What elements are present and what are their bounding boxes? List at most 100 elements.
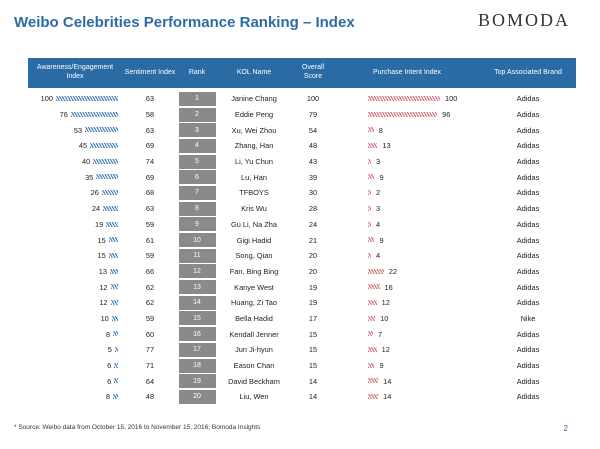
header-brand: Top Associated Brand — [494, 68, 562, 76]
purchase-intent-bar — [368, 252, 371, 258]
awareness-bar — [114, 362, 118, 368]
purchase-intent-bar — [368, 347, 377, 352]
purchase-intent-cell: 2 — [334, 185, 480, 201]
kol-name-cell: David Beckham — [216, 373, 292, 389]
sentiment-cell-text: 63 — [145, 94, 155, 104]
sentiment-cell-text: 59 — [145, 219, 155, 229]
purchase-intent-cell: 10 — [334, 311, 480, 327]
rank-cell-text: 5 — [178, 154, 216, 169]
awareness-cell: 15 — [28, 248, 122, 264]
awareness-value: 8 — [105, 329, 111, 339]
awareness-value: 6 — [107, 361, 112, 371]
awareness-value: 26 — [90, 188, 99, 198]
top-brand-cell: Adidas — [480, 342, 576, 358]
overall-score-cell-text: 24 — [308, 219, 318, 229]
top-brand-cell-text: Adidas — [516, 329, 540, 339]
purchase-intent-value: 3 — [376, 157, 381, 167]
awareness-value: 12 — [99, 282, 108, 292]
sentiment-cell: 59 — [122, 248, 178, 264]
sentiment-cell: 61 — [122, 232, 178, 248]
rank-cell: 1 — [178, 91, 216, 107]
purchase-intent-cell: 9 — [334, 232, 480, 248]
purchase-intent-value: 4 — [376, 251, 381, 261]
kol-name-cell-text: Bella Hadid — [235, 313, 273, 323]
kol-name-cell: Li, Yu Chun — [216, 154, 292, 170]
overall-score-cell: 17 — [292, 311, 334, 327]
table-row: 6 71 18 Eason Chan 15 9 Adidas — [28, 358, 576, 374]
awareness-bar — [109, 268, 118, 274]
kol-name-cell-text: Gu Li, Na Zha — [230, 219, 277, 229]
awareness-value: 100 — [40, 94, 53, 104]
table-row: 8 60 16 Kendall Jenner 15 7 Adidas — [28, 326, 576, 342]
awareness-bar — [101, 190, 118, 196]
purchase-intent-bar — [368, 96, 440, 101]
kol-name-cell-text: Zhang, Han — [234, 141, 274, 151]
overall-score-cell-text: 14 — [308, 392, 318, 402]
kol-name-cell: Gigi Hadid — [216, 232, 292, 248]
rank-cell-text: 10 — [178, 233, 216, 248]
awareness-bar — [96, 174, 118, 180]
kol-name-cell-text: TFBOYS — [239, 188, 269, 198]
awareness-cell: 40 — [28, 154, 122, 170]
awareness-value: 35 — [85, 172, 94, 182]
sentiment-cell: 59 — [122, 217, 178, 233]
kol-name-cell-text: Liu, Wen — [239, 392, 269, 402]
kol-name-cell: Bella Hadid — [216, 311, 292, 327]
overall-score-cell-text: 20 — [308, 266, 318, 276]
rank-cell-text: 17 — [178, 342, 216, 357]
sentiment-cell-text: 69 — [145, 141, 155, 151]
kol-name-cell-text: Fan, Bing Bing — [229, 266, 279, 276]
purchase-intent-cell: 7 — [334, 326, 480, 342]
rank-cell: 7 — [178, 185, 216, 201]
sentiment-cell-text: 60 — [145, 329, 155, 339]
awareness-cell: 19 — [28, 217, 122, 233]
purchase-intent-value: 7 — [378, 329, 383, 339]
purchase-intent-bar — [368, 378, 379, 384]
awareness-bar — [111, 315, 118, 321]
top-brand-cell-text: Adidas — [516, 219, 540, 229]
kol-name-cell: Huang, Zi Tao — [216, 295, 292, 311]
top-brand-cell: Adidas — [480, 185, 576, 201]
awareness-cell: 12 — [28, 279, 122, 295]
kol-name-cell-text: David Beckham — [228, 376, 280, 386]
awareness-cell: 6 — [28, 373, 122, 389]
rank-cell-text: 8 — [178, 201, 216, 216]
purchase-intent-bar — [368, 315, 376, 321]
table-row: 8 48 20 Liu, Wen 14 14 Adidas — [28, 389, 576, 405]
kol-name-cell: Fan, Bing Bing — [216, 264, 292, 280]
top-brand-cell-text: Adidas — [516, 204, 540, 214]
header-sentiment: Sentiment Index — [124, 68, 176, 76]
sentiment-cell: 64 — [122, 373, 178, 389]
awareness-bar — [90, 143, 118, 149]
table-row: 45 69 4 Zhang, Han 48 13 Adidas — [28, 138, 576, 154]
purchase-intent-cell: 12 — [334, 295, 480, 311]
rank-cell-text: 6 — [178, 170, 216, 185]
top-brand-cell-text: Adidas — [516, 266, 540, 276]
kol-name-cell: Kendall Jenner — [216, 326, 292, 342]
rank-cell-text: 9 — [178, 217, 216, 232]
header-rank: Rank — [188, 68, 206, 76]
awareness-cell: 15 — [28, 232, 122, 248]
purchase-intent-bar — [368, 284, 380, 290]
overall-score-cell-text: 14 — [308, 376, 318, 386]
purchase-intent-value: 12 — [381, 345, 390, 355]
rank-cell-text: 15 — [178, 311, 216, 326]
sentiment-cell-text: 74 — [145, 157, 155, 167]
table-row: 12 62 14 Huang, Zi Tao 19 12 Adidas — [28, 295, 576, 311]
sentiment-cell-text: 62 — [145, 298, 155, 308]
top-brand-cell-text: Adidas — [516, 361, 540, 371]
rank-cell: 9 — [178, 217, 216, 233]
top-brand-cell: Adidas — [480, 154, 576, 170]
kol-name-cell-text: Xu, Wei Zhou — [231, 125, 277, 135]
top-brand-cell-text: Adidas — [516, 298, 540, 308]
table-row: 15 59 11 Song, Qian 20 4 Adidas — [28, 248, 576, 264]
purchase-intent-value: 14 — [383, 392, 392, 402]
kol-name-cell-text: Kanye West — [234, 282, 274, 292]
awareness-value: 24 — [91, 204, 101, 214]
purchase-intent-bar — [368, 111, 438, 117]
rank-cell: 6 — [178, 169, 216, 185]
purchase-intent-cell: 14 — [334, 389, 480, 405]
kol-name-cell: Zhang, Han — [216, 138, 292, 154]
awareness-cell: 26 — [28, 185, 122, 201]
awareness-bar — [113, 331, 118, 337]
